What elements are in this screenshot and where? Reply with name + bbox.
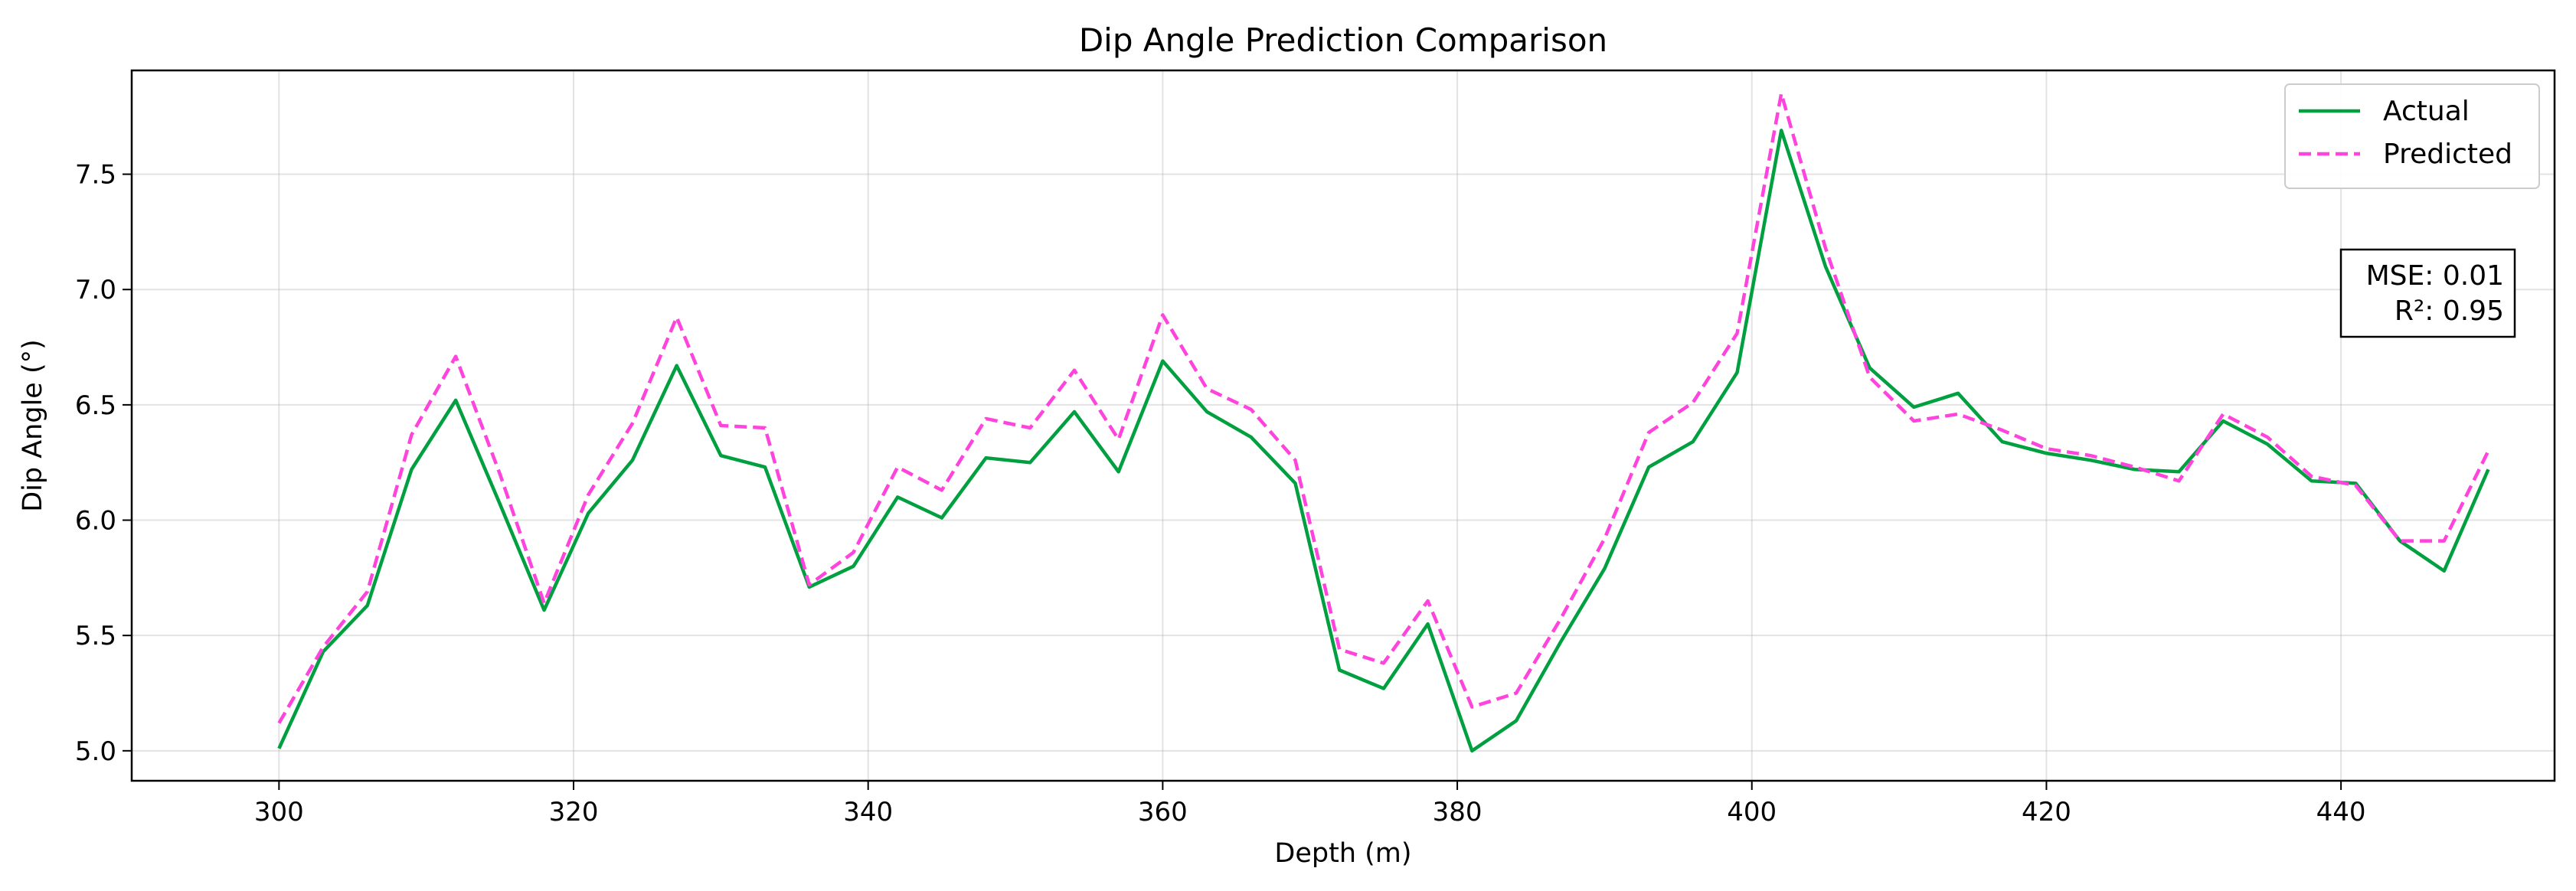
metrics-box-frame [2339,248,2516,338]
metrics-annotation: MSE: 0.01 R²: 0.95 [2339,248,2516,338]
x-tick-label: 360 [1138,797,1188,827]
plot-frame [130,69,2556,782]
y-tick-label: 6.5 [75,390,116,421]
grid-lines [132,70,2555,781]
y-tick-label: 5.5 [75,621,116,651]
x-tick-label: 440 [2316,797,2366,827]
x-tick-label: 400 [1727,797,1777,827]
x-tick-label: 320 [549,797,599,827]
r2-label: R²: 0.95 [2395,295,2504,327]
y-axis-label: Dip Angle (°) [18,339,48,512]
y-tick-label: 7.0 [75,275,116,305]
legend-label-actual: Actual [2383,96,2470,127]
legend: Actual Predicted [2284,83,2540,189]
x-tick-label: 300 [254,797,304,827]
x-tick-label: 340 [843,797,893,827]
x-tick-label: 380 [1433,797,1483,827]
series-line-actual [277,129,2490,753]
chart-title: Dip Angle Prediction Comparison [1079,21,1607,59]
y-tick-label: 7.5 [75,160,116,191]
series-line-predicted [277,91,2490,724]
mse-label: MSE: 0.01 [2366,260,2504,292]
y-tick-label: 6.0 [75,506,116,537]
legend-label-predicted: Predicted [2383,139,2512,170]
x-tick-label: 420 [2022,797,2071,827]
axis-ticks: 300 320 340 360 380 400 420 440 5.0 5.5 6.0 6.5 7.0 7… [75,160,2366,827]
series-layer [277,91,2490,753]
y-tick-label: 5.0 [75,736,116,767]
x-axis-label: Depth (m) [1274,838,1411,869]
